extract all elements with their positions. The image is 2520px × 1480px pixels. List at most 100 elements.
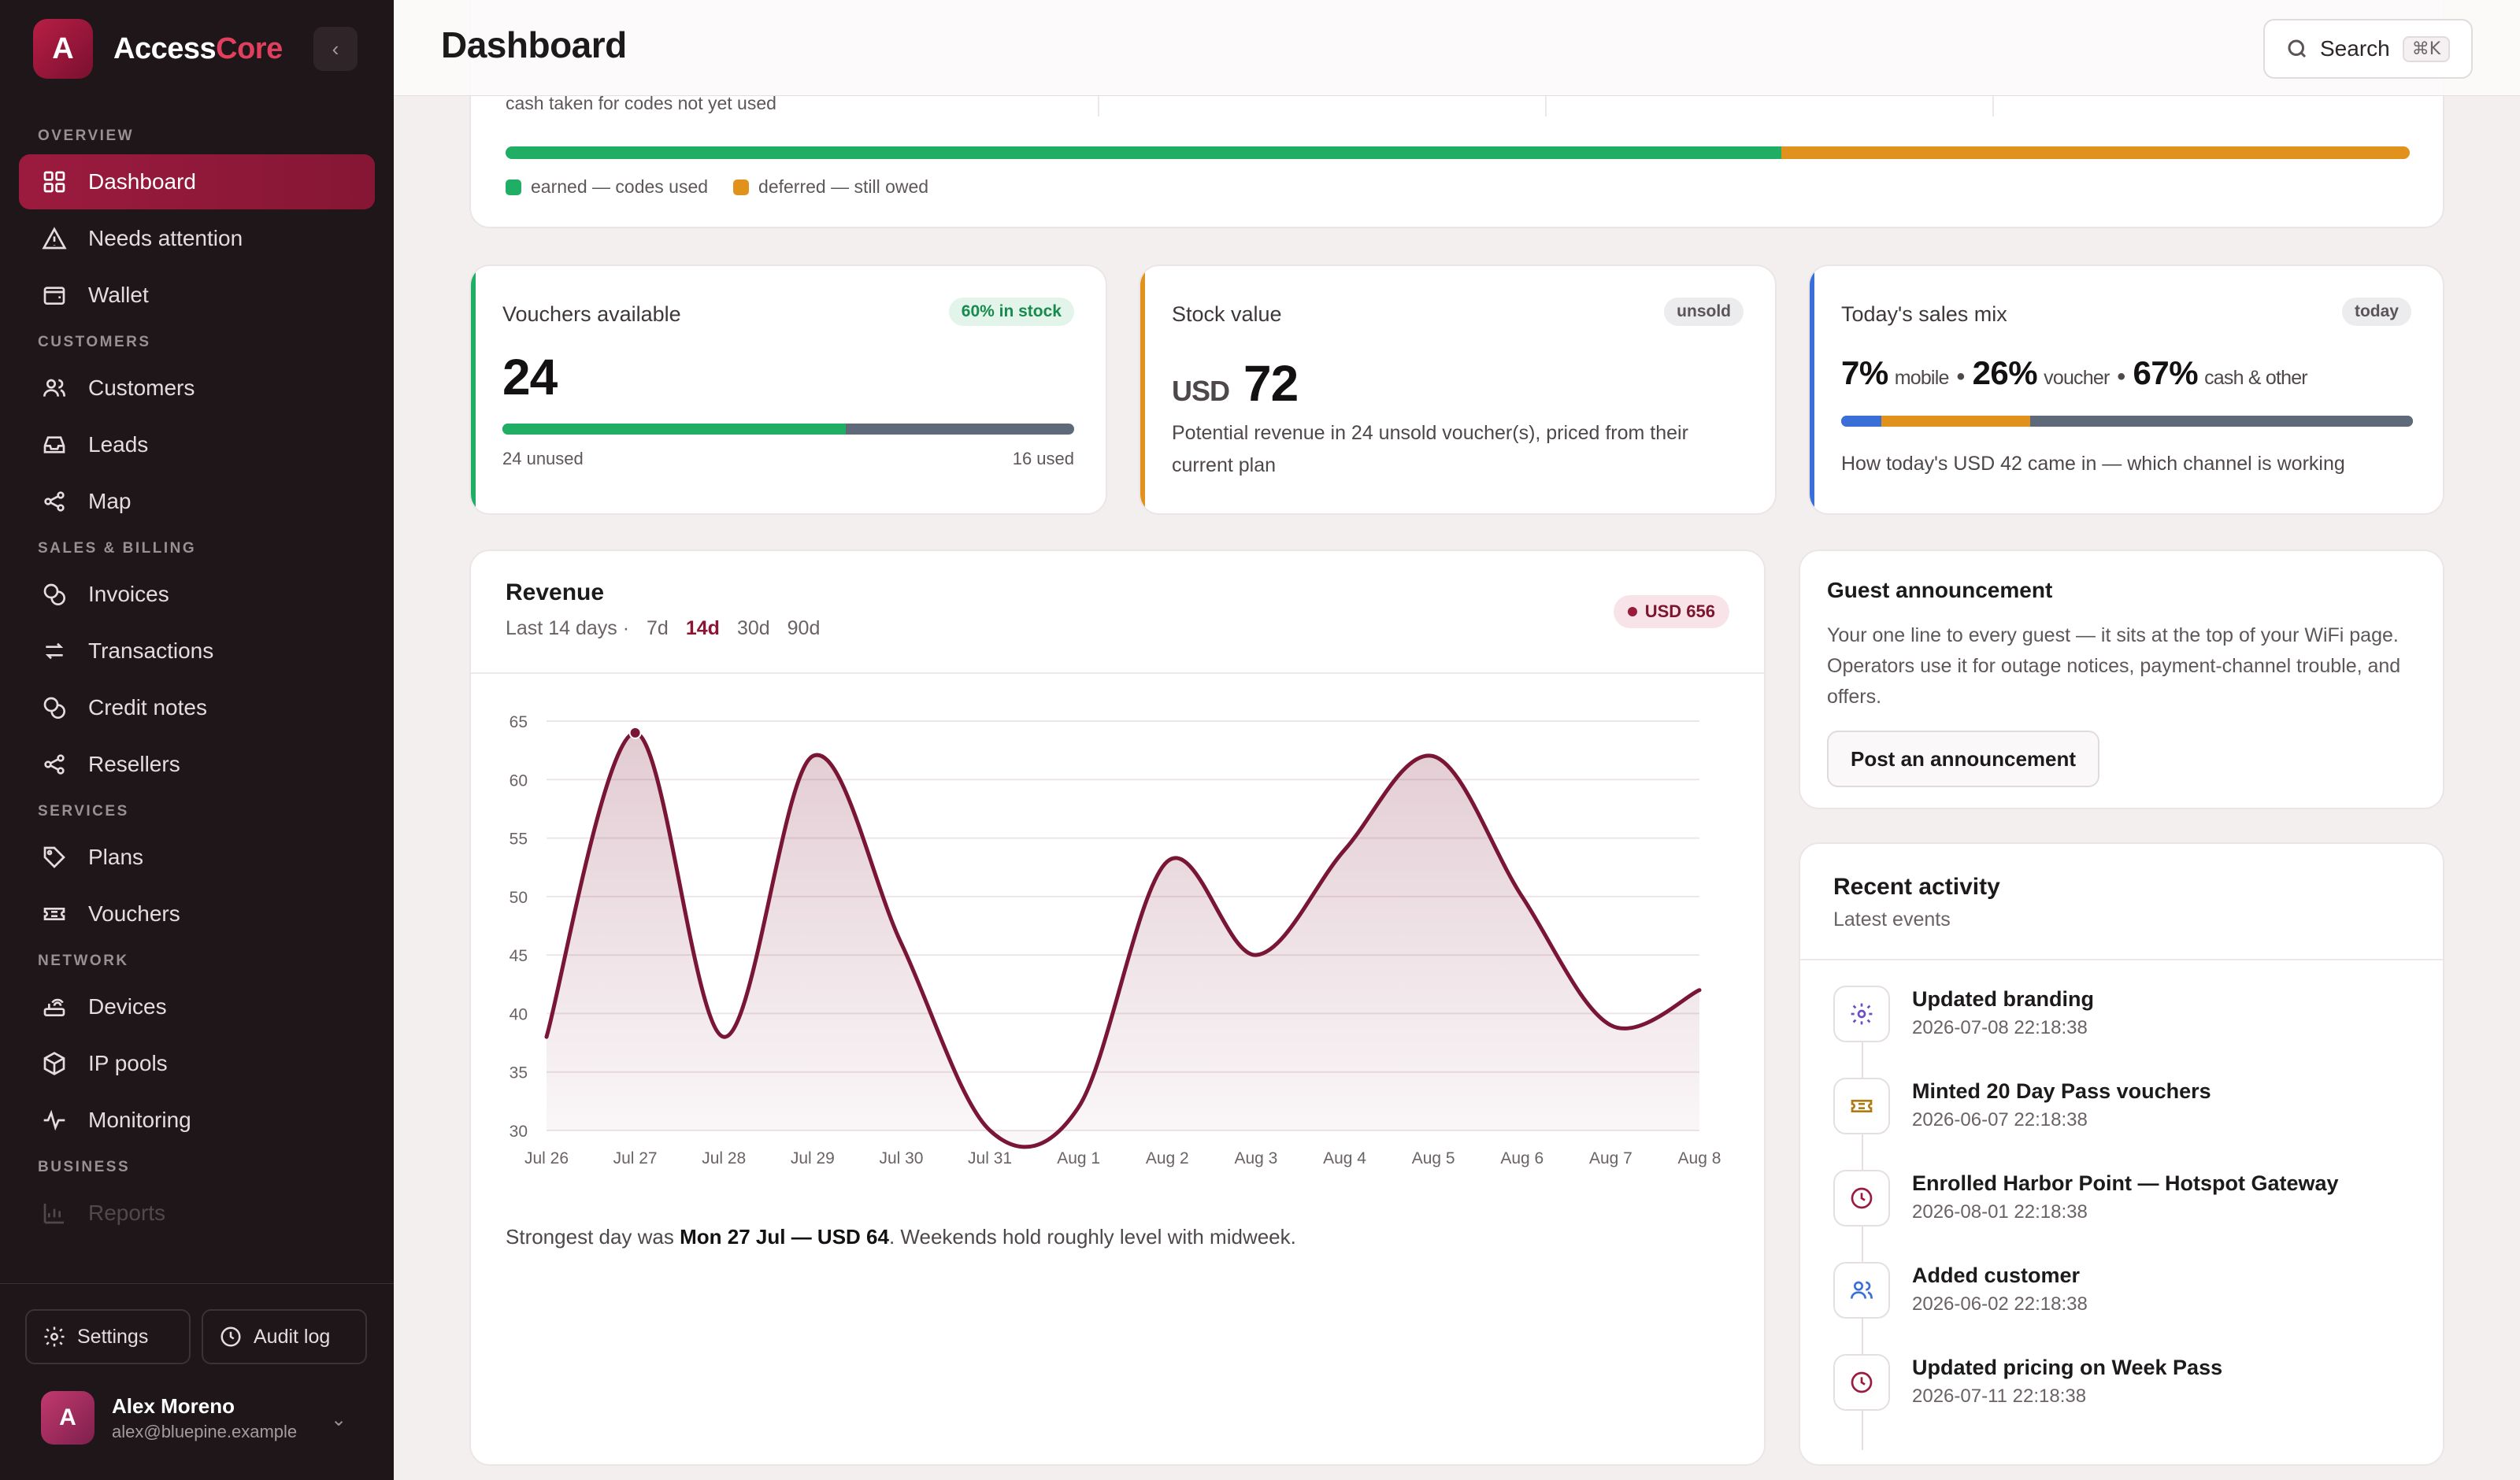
gear-icon bbox=[44, 1326, 65, 1347]
x-tick-label: Aug 2 bbox=[1146, 1149, 1189, 1167]
activity-title: Added customer bbox=[1912, 1264, 2081, 1287]
sidebar-item-vouchers[interactable]: Vouchers bbox=[19, 886, 375, 942]
revenue-insight: Strongest day was Mon 27 Jul — USD 64. W… bbox=[506, 1225, 1296, 1249]
sidebar-item-label: Map bbox=[88, 489, 132, 513]
accent-bar bbox=[1810, 266, 1814, 513]
vouchers-available-card[interactable]: Vouchers available 60% in stock 24 24 un… bbox=[469, 265, 1107, 515]
grid-icon bbox=[41, 168, 68, 195]
sidebar-nav: OVERVIEW Dashboard Needs attention Wallet CU… bbox=[19, 118, 375, 1275]
x-tick-label: Jul 28 bbox=[702, 1149, 746, 1167]
range-90d[interactable]: 90d bbox=[787, 617, 821, 639]
audit-log-label: Audit log bbox=[254, 1325, 331, 1348]
stock-value: USD 72 bbox=[1172, 354, 1299, 413]
revenue-total: USD 656 bbox=[1644, 601, 1715, 621]
top-header: Dashboard Search ⌘K bbox=[394, 0, 2520, 96]
sidebar-item-needs-attention[interactable]: Needs attention bbox=[19, 211, 375, 266]
revenue-split-legend: earned — codes used deferred — still owe… bbox=[506, 176, 954, 198]
sidebar-item-map[interactable]: Map bbox=[19, 474, 375, 529]
user-name: Alex Moreno bbox=[112, 1393, 235, 1418]
stock-amount: 72 bbox=[1243, 355, 1299, 412]
voucher-segment bbox=[1881, 416, 2030, 427]
sidebar-item-ip-pools[interactable]: IP pools bbox=[19, 1036, 375, 1091]
sidebar-item-label: Customers bbox=[88, 376, 195, 400]
wallet-icon bbox=[41, 282, 68, 309]
sidebar-item-label: Invoices bbox=[88, 582, 169, 606]
sidebar-item-transactions[interactable]: Transactions bbox=[19, 623, 375, 679]
range-14d[interactable]: 14d bbox=[685, 617, 720, 639]
revenue-area bbox=[547, 732, 1699, 1147]
chevron-down-icon[interactable]: ⌄ bbox=[331, 1409, 347, 1430]
activity-title: Updated pricing on Week Pass bbox=[1912, 1356, 2223, 1379]
deferred-segment bbox=[1781, 146, 2410, 159]
activity-time: 2026-07-11 22:18:38 bbox=[1912, 1386, 2087, 1407]
sidebar-item-plans[interactable]: Plans bbox=[19, 830, 375, 885]
sidebar-item-devices[interactable]: Devices bbox=[19, 979, 375, 1034]
activity-item[interactable]: Added customer 2026-06-02 22:18:38 bbox=[1833, 1262, 2416, 1333]
y-tick-label: 30 bbox=[510, 1123, 528, 1141]
nav-section-title: BUSINESS bbox=[38, 1159, 131, 1175]
post-announcement-button[interactable]: Post an announcement bbox=[1827, 731, 2100, 787]
settings-label: Settings bbox=[77, 1325, 149, 1348]
nav-section-title: NETWORK bbox=[38, 953, 129, 969]
announcement-title: Guest announcement bbox=[1827, 578, 2053, 602]
collapse-sidebar-button[interactable]: ‹ bbox=[313, 27, 358, 71]
gear-icon bbox=[1833, 986, 1890, 1042]
x-tick-label: Aug 5 bbox=[1412, 1149, 1455, 1167]
clock-icon bbox=[220, 1326, 241, 1347]
data-point bbox=[628, 726, 642, 739]
revenue-chart: 30 35 40 45 50 55 60 65 Jul 26 Jul 27 Jul 28 Jul 29… bbox=[510, 713, 1721, 1167]
sales-mix-card[interactable]: Today's sales mix today 7% mobile • 26% vo… bbox=[1808, 265, 2444, 515]
revenue-split-bar bbox=[506, 146, 2410, 159]
sidebar-item-reports[interactable]: Reports bbox=[19, 1186, 375, 1241]
activity-item[interactable]: Enrolled Harbor Point — Hotspot Gateway 2… bbox=[1833, 1170, 2416, 1241]
x-tick-label: Jul 27 bbox=[613, 1149, 658, 1167]
range-7d[interactable]: 7d bbox=[647, 617, 669, 639]
separator: • bbox=[1956, 364, 1966, 390]
activity-title: Minted 20 Day Pass vouchers bbox=[1912, 1079, 2211, 1103]
chart-icon bbox=[41, 1200, 68, 1227]
brand[interactable]: A AccessCore bbox=[33, 19, 283, 79]
activity-item[interactable]: Updated pricing on Week Pass 2026-07-11 2… bbox=[1833, 1354, 2416, 1425]
y-tick-label: 60 bbox=[510, 771, 528, 790]
status-badge: today bbox=[2341, 298, 2411, 326]
card-label: Stock value bbox=[1172, 302, 1282, 326]
settings-button[interactable]: Settings bbox=[25, 1309, 191, 1364]
search-shortcut: ⌘K bbox=[2402, 35, 2451, 62]
brand-name: AccessCore bbox=[113, 31, 283, 65]
sidebar-item-leads[interactable]: Leads bbox=[19, 417, 375, 472]
legend-deferred: deferred — still owed bbox=[758, 176, 929, 197]
sidebar-item-credit-notes[interactable]: Credit notes bbox=[19, 680, 375, 735]
range-30d[interactable]: 30d bbox=[736, 617, 770, 639]
stock-value-card[interactable]: Stock value unsold USD 72 Potential reven… bbox=[1139, 265, 1777, 515]
share-icon bbox=[41, 751, 68, 778]
sidebar-item-label: Monitoring bbox=[88, 1108, 191, 1132]
dot-icon bbox=[1627, 607, 1637, 616]
user-menu[interactable]: A Alex Moreno alex@bluepine.example bbox=[41, 1391, 297, 1445]
voucher-pct: 26% bbox=[1972, 354, 2038, 391]
sidebar-item-monitoring[interactable]: Monitoring bbox=[19, 1093, 375, 1148]
mobile-pct: 7% bbox=[1841, 354, 1888, 391]
chevron-left-icon: ‹ bbox=[332, 36, 339, 61]
revenue-line bbox=[544, 731, 1702, 1149]
nav-section-title: CUSTOMERS bbox=[38, 334, 151, 350]
share-icon bbox=[41, 488, 68, 515]
sidebar-item-label: Leads bbox=[88, 432, 149, 457]
sidebar-item-invoices[interactable]: Invoices bbox=[19, 567, 375, 622]
legend-dot-earned bbox=[506, 179, 521, 195]
sidebar-item-customers[interactable]: Customers bbox=[19, 361, 375, 416]
audit-log-button[interactable]: Audit log bbox=[202, 1309, 367, 1364]
x-tick-label: Aug 8 bbox=[1678, 1149, 1721, 1167]
status-badge: 60% in stock bbox=[948, 298, 1074, 326]
sidebar-item-wallet[interactable]: Wallet bbox=[19, 268, 375, 323]
nav-section-title: SALES & BILLING bbox=[38, 540, 197, 557]
revenue-title: Revenue bbox=[506, 579, 605, 605]
sidebar-item-dashboard[interactable]: Dashboard bbox=[19, 154, 375, 209]
search-label: Search bbox=[2320, 36, 2390, 61]
revenue-header: Revenue Last 14 days · 7d 14d 30d 90d USD 6… bbox=[471, 551, 1764, 674]
activity-item[interactable]: Updated branding 2026-07-08 22:18:38 bbox=[1833, 986, 2416, 1056]
sidebar-item-resellers[interactable]: Resellers bbox=[19, 737, 375, 792]
activity-item[interactable]: Minted 20 Day Pass vouchers 2026-06-07 22… bbox=[1833, 1078, 2416, 1149]
card-label: Today's sales mix bbox=[1841, 302, 2007, 326]
sidebar-item-label: Transactions bbox=[88, 638, 214, 663]
search-button[interactable]: Search ⌘K bbox=[2263, 19, 2473, 79]
